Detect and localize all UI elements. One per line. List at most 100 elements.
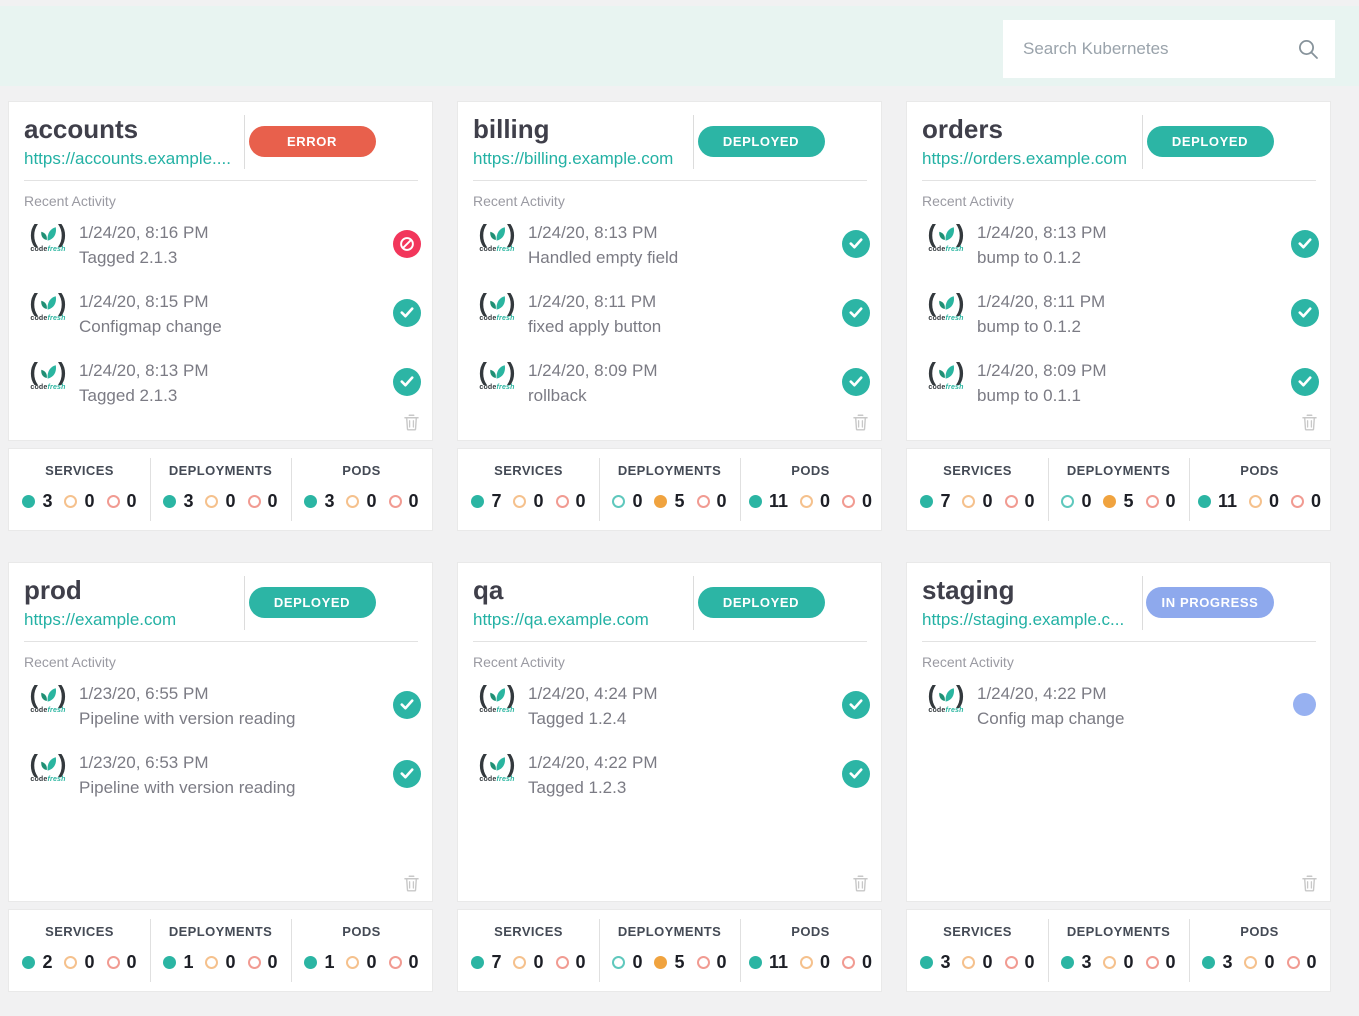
codefresh-logo: ( ) codefresh bbox=[26, 222, 70, 254]
stat-column-pods: PODS 1 0 0 bbox=[291, 910, 432, 991]
stat-count: 0 bbox=[267, 952, 278, 972]
stat-column-header: DEPLOYMENTS bbox=[617, 924, 722, 939]
activity-row: ( ) codefresh 1/24/20, 8:16 PM Tagged 2.… bbox=[9, 222, 432, 268]
environment-name: orders bbox=[922, 115, 1003, 144]
environment-url-link[interactable]: https://orders.example.com bbox=[922, 148, 1128, 168]
activity-list: ( ) codefresh 1/24/20, 8:13 PM bump to 0… bbox=[907, 209, 1330, 406]
activity-text: 1/23/20, 6:55 PM Pipeline with version r… bbox=[79, 684, 393, 729]
red-status-dot bbox=[388, 956, 402, 969]
activity-description: Pipeline with version reading bbox=[79, 708, 296, 728]
stat-count: 0 bbox=[982, 491, 993, 511]
codefresh-paren-close: ) bbox=[58, 680, 67, 709]
stat-count: 3 bbox=[324, 491, 335, 511]
orange-status-dot bbox=[205, 495, 219, 508]
stat-column-header: DEPLOYMENTS bbox=[1066, 924, 1171, 939]
stat-column-header: PODS bbox=[791, 924, 830, 939]
activity-description: fixed apply button bbox=[528, 316, 662, 336]
trash-icon[interactable] bbox=[853, 414, 868, 431]
status-badge: DEPLOYED bbox=[1146, 126, 1274, 158]
codefresh-wordmark: codefresh bbox=[475, 776, 519, 783]
stat-count: 0 bbox=[862, 952, 873, 972]
stat-count: 0 bbox=[225, 491, 236, 511]
activity-row: ( ) codefresh 1/24/20, 8:09 PM bump to 0… bbox=[907, 360, 1330, 406]
status-success-icon bbox=[393, 367, 421, 396]
red-status-dot bbox=[842, 495, 856, 508]
stat-count: 0 bbox=[126, 952, 137, 972]
codefresh-paren-close: ) bbox=[58, 288, 67, 317]
trash-icon[interactable] bbox=[404, 875, 419, 892]
codefresh-logo-marks: ( ) bbox=[26, 357, 70, 386]
environment-url-link[interactable]: https://accounts.example.... bbox=[24, 148, 231, 168]
environment-card-header: orders https://orders.example.com DEPLOY… bbox=[907, 102, 1330, 180]
card-spacer bbox=[458, 406, 881, 414]
status-badge-area: DEPLOYED bbox=[1143, 126, 1315, 158]
trash-icon[interactable] bbox=[853, 875, 868, 892]
activity-text: 1/24/20, 8:11 PM fixed apply button bbox=[528, 292, 842, 337]
stat-dot-values: 11 0 0 bbox=[748, 491, 872, 512]
teal-status-dot bbox=[1202, 956, 1216, 969]
red-status-dot bbox=[1291, 495, 1305, 508]
environment-url-link[interactable]: https://qa.example.com bbox=[473, 609, 649, 629]
card-spacer bbox=[9, 406, 432, 414]
trash-row bbox=[907, 414, 1330, 440]
orange-status-dot bbox=[962, 956, 976, 969]
status-badge-area: ERROR bbox=[245, 126, 417, 158]
codefresh-paren-open: ( bbox=[927, 219, 936, 248]
activity-description: Handled empty field bbox=[528, 247, 679, 267]
codefresh-wordmark: codefresh bbox=[26, 246, 70, 253]
codefresh-word-fresh: fresh bbox=[945, 246, 964, 254]
red-status-dot bbox=[1145, 956, 1159, 969]
header-divider bbox=[1142, 576, 1143, 630]
red-status-dot bbox=[247, 495, 261, 508]
codefresh-word-fresh: fresh bbox=[47, 315, 66, 323]
codefresh-paren-open: ( bbox=[29, 357, 38, 386]
codefresh-leaves-icon bbox=[487, 295, 507, 312]
codefresh-word-code: code bbox=[479, 707, 497, 715]
stat-count: 5 bbox=[674, 952, 685, 972]
activity-row: ( ) codefresh 1/24/20, 4:22 PM Tagged 1.… bbox=[458, 752, 881, 798]
stat-count: 0 bbox=[533, 952, 544, 972]
trash-icon[interactable] bbox=[404, 414, 419, 431]
codefresh-paren-open: ( bbox=[927, 680, 936, 709]
environment-card: prod https://example.com DEPLOYED Recent… bbox=[8, 562, 433, 992]
stat-count: 0 bbox=[1165, 952, 1176, 972]
codefresh-word-code: code bbox=[928, 707, 946, 715]
codefresh-wordmark: codefresh bbox=[26, 776, 70, 783]
codefresh-paren-close: ) bbox=[507, 680, 516, 709]
codefresh-word-code: code bbox=[30, 384, 48, 392]
teal-status-dot bbox=[920, 956, 934, 969]
activity-description: Tagged 2.1.3 bbox=[79, 247, 178, 267]
codefresh-logo: ( ) codefresh bbox=[26, 752, 70, 784]
header-divider bbox=[1142, 115, 1143, 169]
codefresh-paren-open: ( bbox=[478, 219, 487, 248]
environment-url-link[interactable]: https://example.com bbox=[24, 609, 177, 629]
orange-status-dot bbox=[346, 956, 360, 969]
search-box[interactable] bbox=[1003, 20, 1335, 78]
codefresh-paren-close: ) bbox=[507, 219, 516, 248]
trash-icon[interactable] bbox=[1302, 875, 1317, 892]
trash-row bbox=[458, 414, 881, 440]
stat-count: 0 bbox=[1311, 491, 1322, 511]
codefresh-paren-close: ) bbox=[507, 288, 516, 317]
orange-status-dot bbox=[800, 956, 813, 969]
teal-status-dot bbox=[22, 495, 36, 508]
activity-timestamp: 1/24/20, 8:11 PM bbox=[528, 291, 657, 311]
orange-status-dot bbox=[962, 495, 976, 508]
search-input[interactable] bbox=[1023, 39, 1297, 59]
environment-url-link[interactable]: https://staging.example.c... bbox=[922, 609, 1125, 629]
activity-timestamp: 1/24/20, 8:09 PM bbox=[977, 360, 1107, 380]
stat-dot-values: 7 0 0 bbox=[920, 491, 1035, 512]
environment-url-link[interactable]: https://billing.example.com bbox=[473, 148, 674, 168]
search-icon[interactable] bbox=[1297, 38, 1319, 60]
stat-dot-values: 2 0 0 bbox=[22, 952, 137, 973]
activity-text: 1/23/20, 6:53 PM Pipeline with version r… bbox=[79, 753, 393, 798]
orange-status-dot bbox=[654, 956, 668, 969]
codefresh-paren-open: ( bbox=[478, 680, 487, 709]
stat-dot-values: 7 0 0 bbox=[471, 491, 586, 512]
teal-status-dot bbox=[920, 495, 934, 508]
orange-status-dot bbox=[654, 495, 668, 508]
card-spacer bbox=[9, 798, 432, 875]
trash-icon[interactable] bbox=[1302, 414, 1317, 431]
teal-status-dot bbox=[471, 956, 485, 969]
activity-text: 1/24/20, 8:15 PM Configmap change bbox=[79, 292, 393, 337]
